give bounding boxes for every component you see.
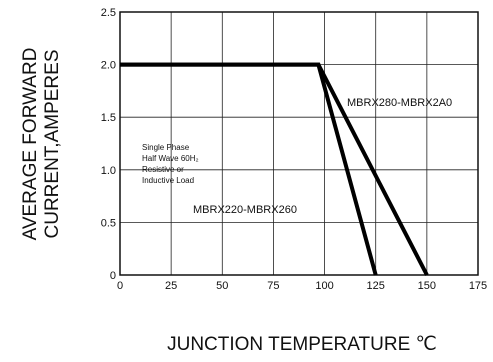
- y-axis-title-line-2: CURRENT,AMPERES: [42, 50, 63, 239]
- series-line-mbrx220-mbrx260: [120, 62, 378, 276]
- y-tick-label: 2.5: [101, 7, 116, 19]
- x-tick-label: 150: [418, 280, 436, 292]
- y-tick-label: 2.0: [101, 60, 116, 72]
- note-line-1: Single Phase: [142, 143, 190, 152]
- x-tick-label: 175: [469, 280, 487, 292]
- tick-labels: 0 25 50 75 100 125 150 175 0 0.5 1.0 1.5 2.0 2.5: [101, 7, 487, 292]
- conditions-note: Single Phase Half Wave 60H₂ Resistive or…: [142, 143, 199, 185]
- series-label-mbrx220-mbrx260: MBRX220-MBRX260: [193, 204, 297, 216]
- note-line-2: Half Wave 60H₂: [142, 154, 199, 163]
- series-layer: [120, 62, 429, 276]
- x-tick-label: 100: [315, 280, 333, 292]
- series-label-mbrx280-mbrx2a0: MBRX280-MBRX2A0: [347, 97, 452, 109]
- x-tick-label: 50: [216, 280, 228, 292]
- x-tick-label: 125: [367, 280, 385, 292]
- x-tick-label: 25: [165, 280, 177, 292]
- x-tick-label: 75: [267, 280, 279, 292]
- plot-frame: [119, 11, 479, 276]
- x-tick-label: 0: [117, 280, 123, 292]
- grid: [120, 12, 478, 275]
- note-line-4: Inductive Load: [142, 176, 194, 185]
- y-tick-label: 1.0: [101, 165, 116, 177]
- y-axis-title-line-1: AVERAGE FORWARD: [20, 48, 41, 241]
- y-tick-label: 1.5: [101, 112, 116, 124]
- x-axis-title: JUNCTION TEMPERATURE ℃: [167, 334, 437, 355]
- y-tick-label: 0: [110, 270, 116, 282]
- note-line-3: Resistive or: [142, 165, 184, 174]
- y-tick-label: 0.5: [101, 217, 116, 229]
